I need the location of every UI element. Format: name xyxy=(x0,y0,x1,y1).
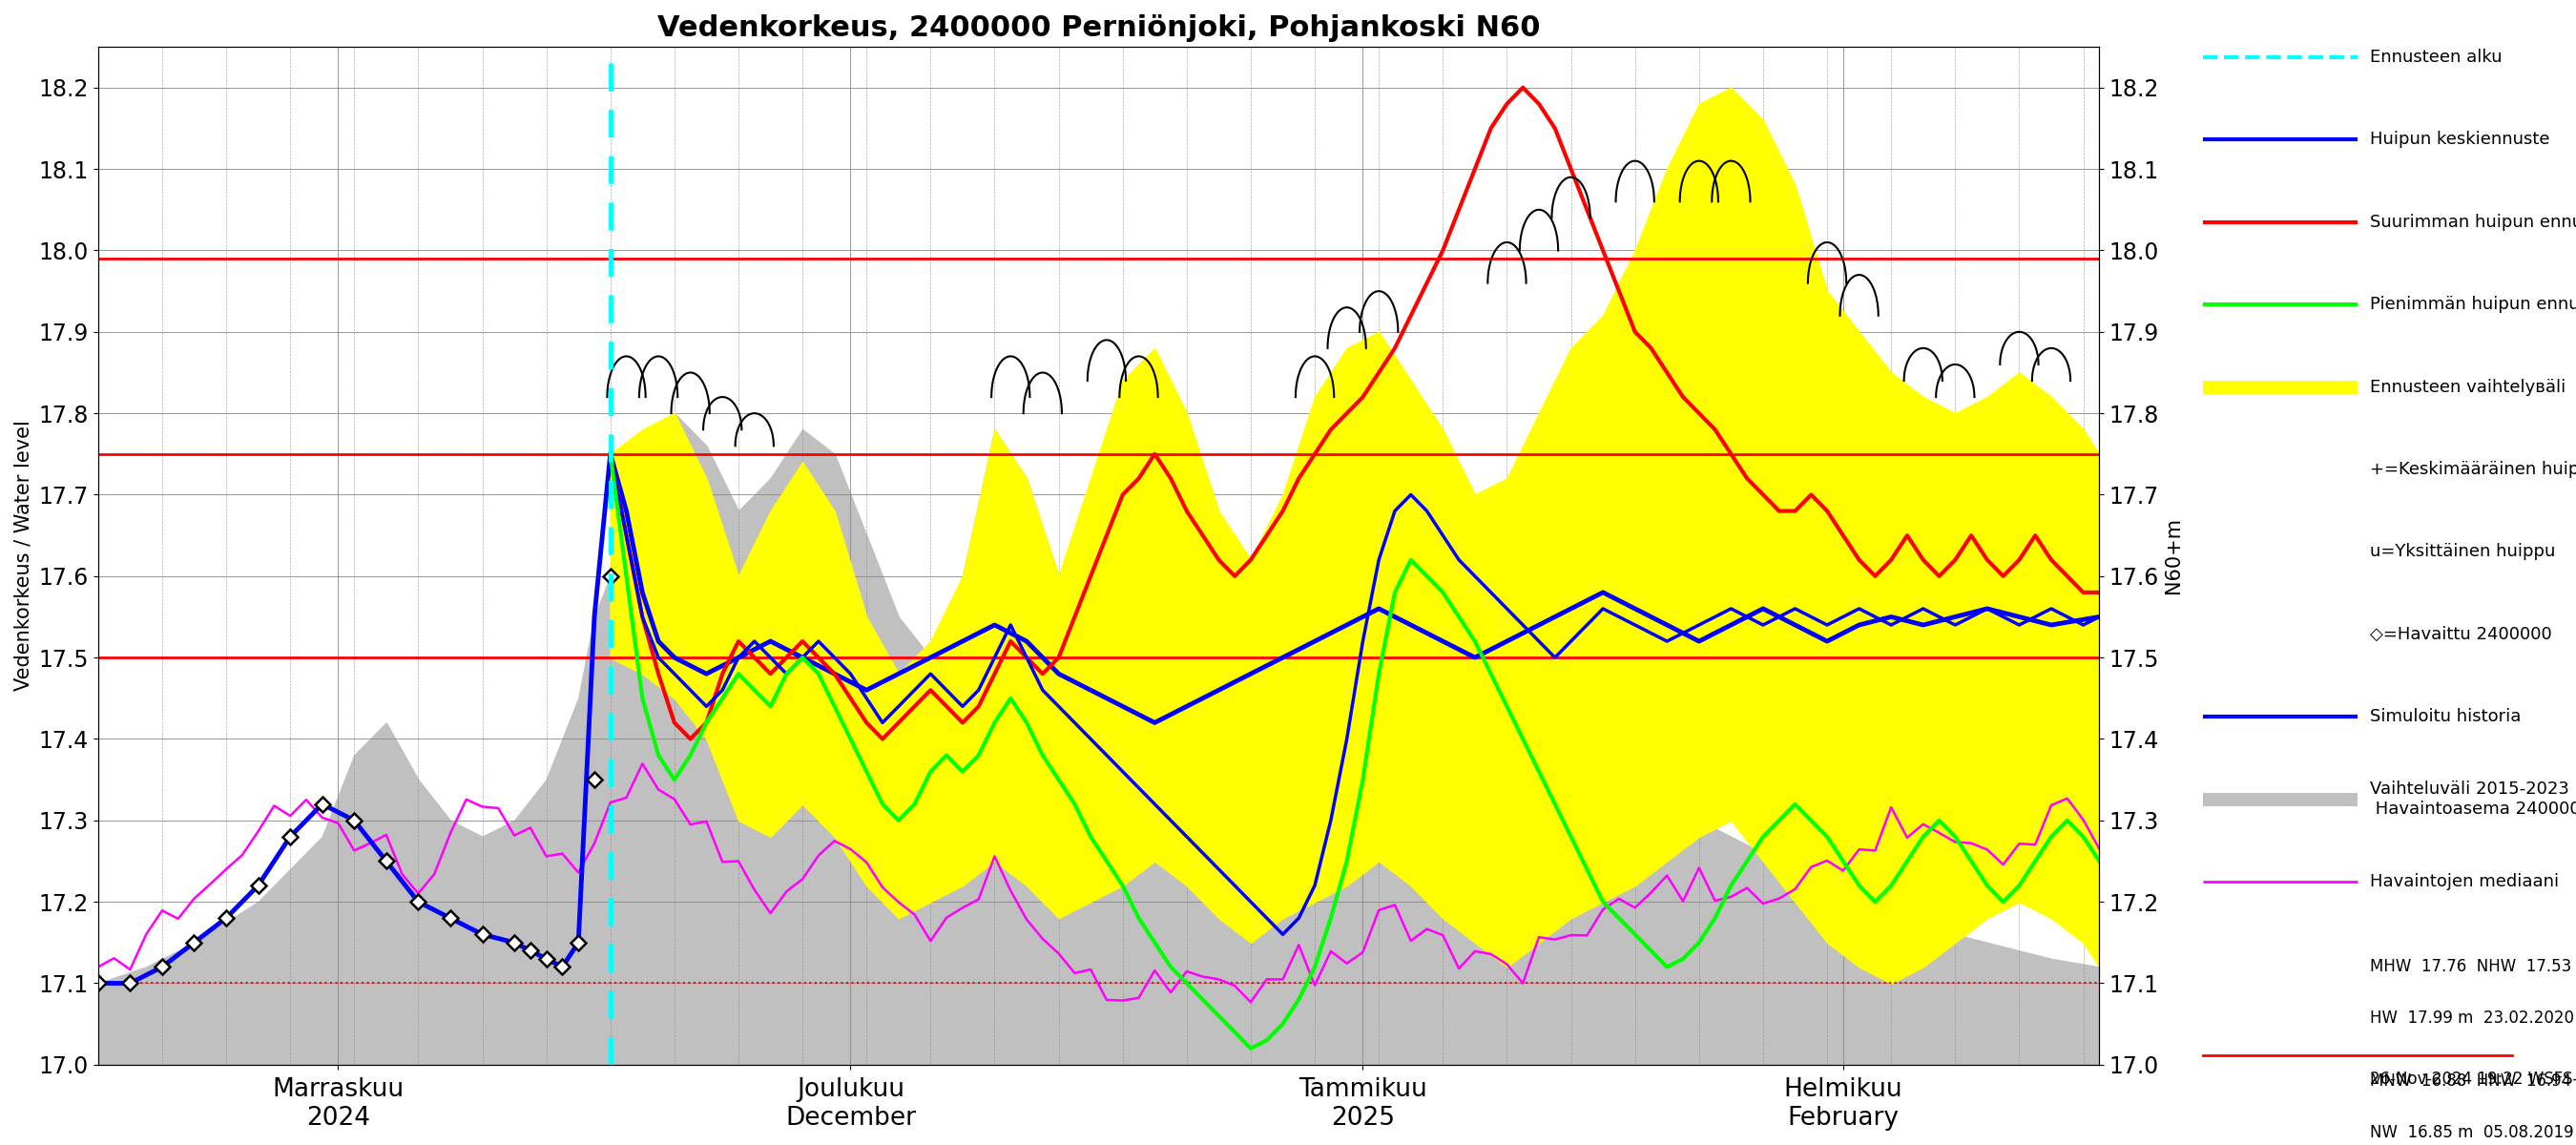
Text: Ennusteen alku: Ennusteen alku xyxy=(2370,48,2501,65)
Text: Suurimman huipun ennuste: Suurimman huipun ennuste xyxy=(2370,213,2576,231)
Title: Vedenkorkeus, 2400000 Perniönjoki, Pohjankoski N60: Vedenkorkeus, 2400000 Perniönjoki, Pohja… xyxy=(657,14,1540,42)
Text: +=Keskimääräinen huipp: +=Keskimääräinen huipp xyxy=(2370,460,2576,479)
Text: MNW  16.88  HNW  16.94: MNW 16.88 HNW 16.94 xyxy=(2370,1073,2571,1090)
Text: HW  17.99 m  23.02.2020: HW 17.99 m 23.02.2020 xyxy=(2370,1010,2573,1027)
Text: Pienimmän huipun ennuste: Pienimmän huipun ennuste xyxy=(2370,295,2576,313)
Y-axis label: N60+m: N60+m xyxy=(2164,518,2182,594)
Text: ◇=Havaittu 2400000: ◇=Havaittu 2400000 xyxy=(2370,625,2553,643)
Text: Vaihteluväli 2015-2023
 Havaintoasema 2400000: Vaihteluväli 2015-2023 Havaintoasema 240… xyxy=(2370,781,2576,818)
Text: u=Yksittäinen huippu: u=Yksittäinen huippu xyxy=(2370,543,2555,560)
Text: 26-Nov-2024 19:22 WSFS-O: 26-Nov-2024 19:22 WSFS-O xyxy=(2370,1071,2576,1088)
Text: Simuloitu historia: Simuloitu historia xyxy=(2370,708,2522,726)
Text: NW  16.85 m  05.08.2019: NW 16.85 m 05.08.2019 xyxy=(2370,1124,2573,1142)
Text: Huipun keskiennuste: Huipun keskiennuste xyxy=(2370,132,2550,149)
Y-axis label: Vedenkorkeus / Water level: Vedenkorkeus / Water level xyxy=(15,420,33,692)
Text: MHW  17.76  NHW  17.53: MHW 17.76 NHW 17.53 xyxy=(2370,958,2571,976)
Text: Ennusteen vaihtelувäli: Ennusteen vaihtelувäli xyxy=(2370,378,2566,396)
Text: Havaintojen mediaani: Havaintojen mediaani xyxy=(2370,872,2558,891)
